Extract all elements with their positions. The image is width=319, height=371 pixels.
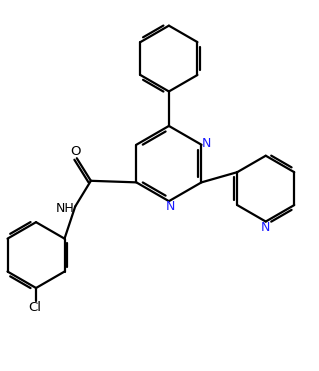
Text: N: N: [202, 137, 211, 150]
Text: N: N: [261, 221, 271, 234]
Text: Cl: Cl: [28, 301, 41, 314]
Text: NH: NH: [56, 201, 75, 214]
Text: O: O: [70, 145, 81, 158]
Text: N: N: [166, 200, 175, 213]
